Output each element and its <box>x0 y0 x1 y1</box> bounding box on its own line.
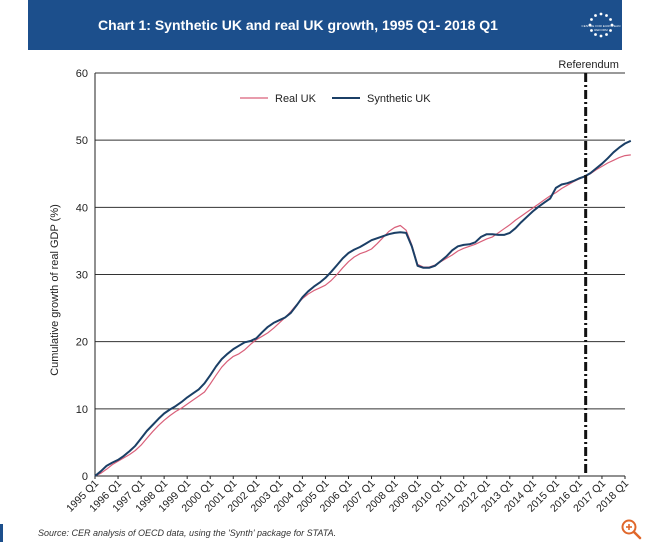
cer-logo-icon <box>588 12 614 38</box>
axes <box>94 73 625 477</box>
chart-header: Chart 1: Synthetic UK and real UK growth… <box>28 0 622 50</box>
logo-star <box>605 14 608 17</box>
logo-star <box>594 14 597 17</box>
series-line-synthetic-uk <box>94 139 632 477</box>
legend: Real UK Synthetic UK <box>240 93 431 105</box>
chart-title: Chart 1: Synthetic UK and real UK growth… <box>98 17 498 33</box>
y-axis-label: Cumulative growth of real GDP (%) <box>49 204 61 376</box>
referendum-label: Referendum <box>558 59 619 71</box>
source-note: Source: CER analysis of OECD data, using… <box>38 528 337 538</box>
left-edge-marker <box>0 524 3 542</box>
series-lines <box>94 139 632 477</box>
logo-text: CENTRE FOR EUROPEAN REFORM <box>581 24 621 32</box>
logo-star <box>599 34 603 38</box>
y-axis-ticks: 0 10 20 30 40 50 60 <box>76 68 88 483</box>
y-tick-label: 60 <box>76 68 88 80</box>
y-tick-label: 20 <box>76 337 88 349</box>
logo-star <box>609 18 612 21</box>
referendum-annotation: Referendum <box>558 59 619 476</box>
series-line-real-uk <box>94 154 631 477</box>
logo-star <box>610 23 614 27</box>
legend-label: Synthetic UK <box>367 93 431 105</box>
zoom-icon[interactable] <box>620 518 642 540</box>
y-tick-label: 30 <box>76 270 88 282</box>
y-tick-label: 0 <box>82 471 88 483</box>
logo-star <box>590 29 593 32</box>
gridlines <box>95 72 625 410</box>
legend-label: Real UK <box>275 93 317 105</box>
logo-star <box>599 12 603 16</box>
logo-star <box>609 29 612 32</box>
logo-star <box>594 33 597 36</box>
y-tick-label: 10 <box>76 404 88 416</box>
logo-star <box>588 23 592 27</box>
logo-star <box>605 33 608 36</box>
y-tick-label: 50 <box>76 135 88 147</box>
y-tick-label: 40 <box>76 202 88 214</box>
logo-star <box>590 18 593 21</box>
